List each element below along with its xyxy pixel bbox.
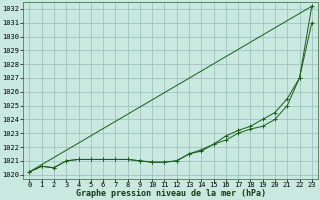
X-axis label: Graphe pression niveau de la mer (hPa): Graphe pression niveau de la mer (hPa) [76,189,266,198]
